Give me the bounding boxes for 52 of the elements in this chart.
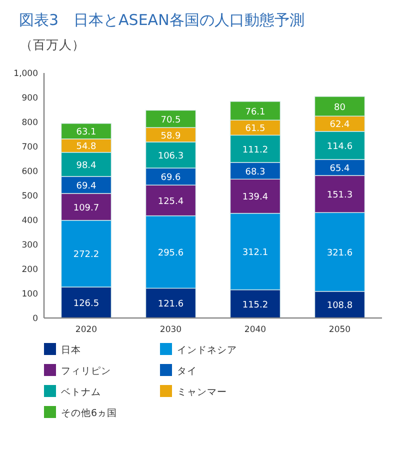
x-tick-label: 2030	[160, 325, 182, 335]
x-tick-label: 2040	[244, 325, 266, 335]
y-tick-label: 1,000	[14, 69, 38, 79]
data-label: 62.4	[330, 120, 350, 130]
y-tick-label: 100	[22, 290, 38, 300]
x-tick-label: 2050	[328, 325, 351, 335]
data-label: 295.6	[158, 248, 184, 258]
y-tick-label: 200	[22, 265, 38, 275]
data-label: 80	[334, 102, 346, 113]
y-tick-label: 0	[32, 314, 38, 324]
data-label: 109.7	[73, 203, 100, 214]
y-tick-label: 400	[22, 216, 38, 226]
data-label: 68.3	[245, 167, 266, 178]
y-tick-label: 500	[22, 192, 38, 202]
x-tick-label: 2020	[75, 325, 98, 335]
data-label: 70.5	[160, 115, 181, 126]
legend-label: 日本	[61, 344, 81, 356]
data-label: 126.5	[73, 299, 100, 310]
data-label: 125.4	[158, 196, 184, 207]
chart-title: 図表3 日本とASEAN各国の人口動態予測	[19, 11, 304, 29]
data-label: 115.2	[242, 300, 268, 310]
data-label: 121.6	[158, 300, 184, 310]
data-label: 65.4	[330, 164, 350, 174]
data-label: 139.4	[242, 192, 268, 203]
legend-label: その他6ヵ国	[61, 407, 118, 419]
data-label: 69.6	[160, 173, 182, 184]
data-label: 58.9	[160, 131, 182, 142]
data-label: 108.8	[326, 301, 353, 312]
data-label: 321.6	[326, 248, 353, 258]
data-label: 151.3	[326, 190, 353, 201]
y-tick-label: 600	[22, 167, 38, 177]
data-label: 69.4	[76, 181, 97, 192]
legend-label: インドネシア	[177, 345, 237, 356]
legend-label: ミャンマー	[177, 387, 227, 398]
data-label: 106.3	[158, 151, 184, 162]
data-label: 111.2	[242, 145, 268, 156]
legend-label: ベトナム	[61, 387, 101, 398]
data-label: 54.8	[76, 142, 97, 152]
legend-label: フィリピン	[61, 366, 111, 377]
legend-label: タイ	[177, 366, 197, 377]
data-label: 98.4	[76, 160, 97, 171]
y-tick-label: 700	[22, 142, 38, 152]
data-label: 272.2	[73, 250, 100, 260]
data-label: 114.6	[326, 142, 353, 152]
data-label: 61.5	[245, 124, 266, 134]
data-label: 76.1	[245, 107, 266, 118]
y-tick-label: 800	[22, 118, 38, 128]
y-tick-label: 300	[22, 240, 38, 250]
data-label: 63.1	[76, 128, 96, 138]
y-tick-label: 900	[22, 94, 38, 104]
y-axis-title: （百万人）	[20, 37, 85, 52]
data-label: 312.1	[242, 248, 268, 258]
